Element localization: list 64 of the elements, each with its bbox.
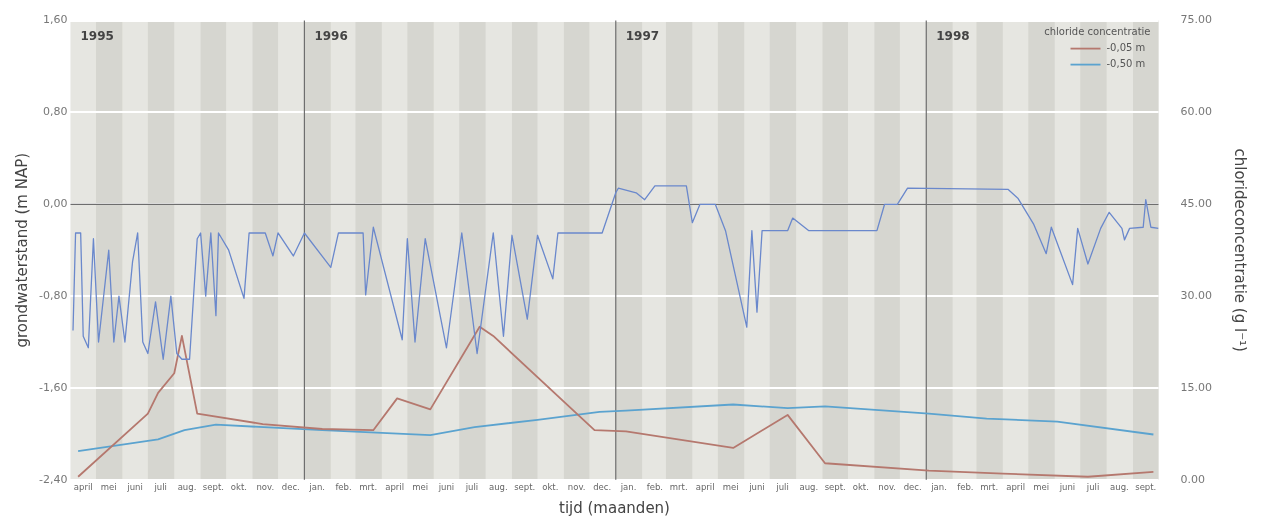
x-tick-label: mei (412, 482, 429, 493)
x-tick-label: juli (775, 482, 789, 493)
x-tick-label: nov. (878, 482, 896, 493)
x-tick-label: juni (126, 482, 143, 493)
x-tick-label: april (385, 482, 404, 493)
x-tick-label: mrt. (359, 482, 378, 493)
y2-tick-label: 45.00 (1180, 197, 1213, 211)
x-tick-label: aug. (799, 482, 819, 493)
x-tick-label: feb. (335, 482, 352, 493)
x-tick-label: mrt. (980, 482, 999, 493)
x-tick-label: april (1006, 482, 1026, 493)
annotation: 1995 (80, 28, 114, 43)
x-tick-label: dec. (903, 482, 922, 493)
x-tick-label: aug. (177, 482, 197, 493)
x-tick-label: jan. (619, 482, 637, 493)
x-tick-label: aug. (1110, 482, 1129, 493)
x-tick-label: jan. (930, 482, 947, 493)
ref-line-label: 1996 (314, 28, 348, 43)
x-tick-label: juli (153, 482, 167, 493)
y2-tick-label: 0.00 (1180, 472, 1206, 486)
x-tick-label: sept. (514, 482, 536, 493)
x-tick-label: april (73, 482, 93, 493)
y2-axis-title: chlorideconcentratie (g l⁻¹) (1231, 148, 1250, 352)
y-tick-label: 0,00 (42, 197, 68, 211)
x-tick-label: juni (748, 482, 765, 493)
x-tick-label: mei (1033, 482, 1050, 493)
x-tick-label: jan. (308, 482, 325, 493)
y2-tick-label: 60.00 (1180, 105, 1213, 119)
y-tick-label: 1,60 (42, 13, 68, 27)
x-tick-label: nov. (567, 482, 586, 493)
x-tick-label: sept. (202, 482, 224, 493)
x-tick-label: juni (1058, 482, 1076, 493)
y-axis-title: grondwaterstand (m NAP) (12, 152, 31, 348)
x-tick-label: aug. (489, 482, 508, 493)
legend-label: -0,05 m (1106, 42, 1146, 54)
x-tick-label: mrt. (669, 482, 688, 493)
x-tick-label: feb. (957, 482, 974, 493)
x-tick-label: okt. (542, 482, 559, 493)
y-tick-label: -1,60 (38, 380, 68, 394)
legend-label: -0,50 m (1106, 58, 1146, 70)
y-tick-label: -0,80 (38, 288, 68, 302)
y-tick-label: -2,40 (38, 472, 68, 486)
x-tick-label: april (695, 482, 715, 493)
x-axis-title: tijd (maanden) (558, 498, 670, 517)
x-tick-label: juli (1085, 482, 1100, 493)
y2-tick-label: 75.00 (1180, 13, 1213, 27)
x-tick-label: sept. (824, 482, 846, 493)
y2-tick-label: 15.00 (1180, 380, 1213, 394)
legend-title: chloride concentratie (1044, 26, 1151, 38)
ref-line-label: 1997 (625, 28, 660, 43)
x-tick-label: feb. (646, 482, 664, 493)
y-tick-label: 0,80 (42, 105, 68, 119)
x-tick-label: okt. (852, 482, 869, 493)
y2-tick-label: 30.00 (1180, 288, 1213, 302)
ref-line-label: 1998 (936, 28, 970, 43)
x-tick-label: dec. (281, 482, 300, 493)
x-tick-label: mei (722, 482, 739, 493)
x-tick-label: juni (437, 482, 455, 493)
x-tick-label: dec. (593, 482, 612, 493)
x-tick-label: mei (100, 482, 117, 493)
x-tick-label: sept. (1135, 482, 1157, 493)
x-tick-label: nov. (256, 482, 275, 493)
x-tick-label: juli (464, 482, 479, 493)
x-tick-label: okt. (230, 482, 247, 493)
